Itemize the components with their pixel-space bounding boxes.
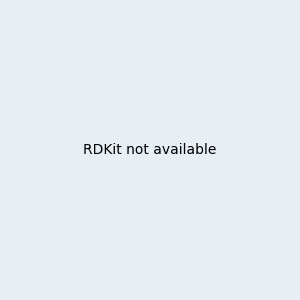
Text: RDKit not available: RDKit not available	[83, 143, 217, 157]
